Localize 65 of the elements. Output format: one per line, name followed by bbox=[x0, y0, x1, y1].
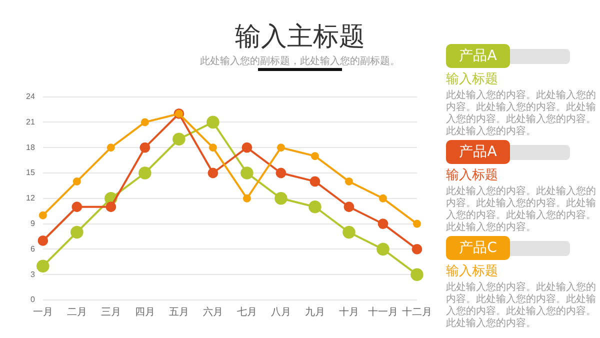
x-tick-label: 六月 bbox=[202, 306, 223, 318]
x-tick-label: 十二月 bbox=[402, 306, 432, 318]
x-tick-label: 八月 bbox=[270, 306, 291, 318]
point bbox=[378, 218, 388, 229]
x-tick-label: 四月 bbox=[134, 306, 155, 318]
x-tick-label: 二月 bbox=[66, 306, 87, 318]
point bbox=[208, 168, 218, 178]
point bbox=[410, 268, 424, 281]
point bbox=[344, 202, 354, 212]
x-tick-label: 十月 bbox=[338, 306, 359, 318]
point bbox=[138, 166, 152, 180]
point bbox=[242, 194, 251, 202]
point bbox=[276, 168, 286, 178]
point bbox=[310, 176, 320, 187]
x-tick-label: 十一月 bbox=[368, 306, 398, 318]
y-tick-label: 0 bbox=[30, 295, 36, 304]
point bbox=[376, 242, 390, 256]
y-tick-label: 18 bbox=[26, 142, 36, 152]
text: 输入标题 bbox=[446, 168, 499, 184]
point bbox=[38, 211, 47, 220]
x-tick-label: 一月 bbox=[32, 306, 53, 318]
point bbox=[208, 144, 217, 152]
text: 此处输入您的内容。此处输入您的内容。此处输入您的内容。此处输入您的内容。此处输入您的内容。此处输入您的内容。 bbox=[446, 90, 596, 138]
y-tick-label: 3 bbox=[30, 270, 36, 279]
point bbox=[310, 152, 319, 160]
x-tick-label: 七月 bbox=[236, 306, 257, 318]
point bbox=[106, 144, 115, 152]
point bbox=[38, 236, 48, 246]
point bbox=[413, 220, 421, 228]
point bbox=[378, 194, 387, 202]
y-tick-label: 6 bbox=[30, 244, 36, 254]
point bbox=[240, 166, 254, 180]
point bbox=[412, 244, 422, 254]
chart-title: 输入主标题 bbox=[234, 22, 366, 52]
point bbox=[140, 118, 149, 126]
text: 产品A bbox=[446, 140, 510, 164]
text: 此处输入您的内容。此处输入您的内容。此处输入您的内容。此处输入您的内容。此处输入您的内容。此处输入您的内容。 bbox=[446, 186, 596, 234]
point bbox=[172, 132, 186, 146]
x-tick-label: 五月 bbox=[168, 306, 189, 318]
x-tick-label: 九月 bbox=[304, 306, 325, 318]
point bbox=[342, 226, 356, 239]
text: 此处输入您的内容。此处输入您的内容。此处输入您的内容。此处输入您的内容。此处输入您的内容。此处输入您的内容。 bbox=[446, 282, 596, 330]
x-tick-label: 三月 bbox=[100, 306, 121, 318]
point bbox=[140, 142, 150, 153]
point bbox=[206, 116, 220, 129]
point bbox=[308, 200, 322, 214]
point bbox=[72, 202, 82, 212]
point bbox=[242, 142, 252, 153]
text: 输入标题 bbox=[446, 72, 499, 88]
y-tick-label: 21 bbox=[26, 117, 36, 126]
point bbox=[274, 192, 288, 205]
y-tick-label: 9 bbox=[30, 219, 36, 228]
point bbox=[36, 260, 50, 273]
point bbox=[70, 226, 84, 239]
text: 产品C bbox=[446, 236, 510, 260]
chart-subtitle: 此处输入您的副标题，此处输入您的副标题。 bbox=[199, 54, 401, 68]
y-tick-label: 15 bbox=[26, 168, 36, 178]
text: 产品A bbox=[446, 44, 510, 68]
text: 输入标题 bbox=[446, 264, 499, 280]
point bbox=[276, 144, 285, 152]
y-tick-label: 12 bbox=[26, 194, 36, 203]
point bbox=[106, 202, 116, 212]
y-tick-label: 24 bbox=[26, 92, 36, 102]
point bbox=[344, 177, 353, 186]
point bbox=[72, 177, 81, 186]
